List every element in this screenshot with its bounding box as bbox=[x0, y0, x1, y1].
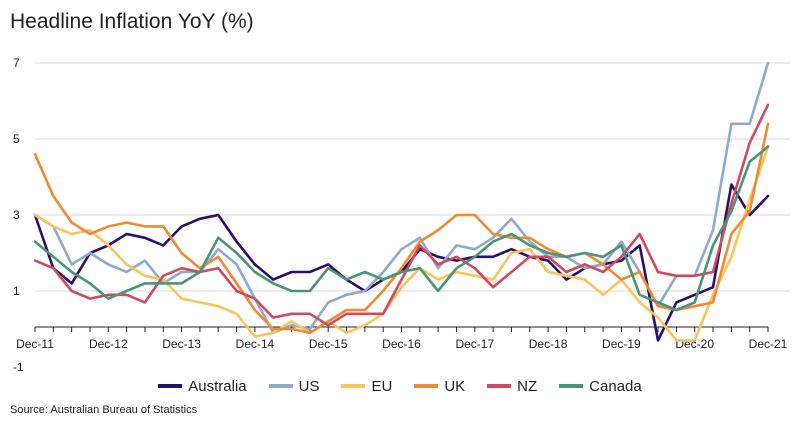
legend-label: Australia bbox=[188, 377, 247, 395]
legend-item-nz: NZ bbox=[487, 378, 537, 395]
legend-label: EU bbox=[371, 377, 393, 395]
x-tick-label: Dec-12 bbox=[89, 337, 128, 351]
x-axis: Dec-11 Dec-12 Dec-13 Dec-14 Dec-15 Dec-16 Dec-… bbox=[16, 326, 788, 351]
y-axis-tick-labels: -1 1 3 5 7 bbox=[13, 56, 24, 374]
legend-item-us: US bbox=[268, 377, 320, 395]
series-line-canada bbox=[33, 145, 770, 312]
legend-label: UK bbox=[444, 377, 466, 395]
legend-item-eu: EU bbox=[341, 378, 392, 395]
series-lines bbox=[33, 61, 770, 342]
gridlines bbox=[35, 62, 790, 292]
legend-swatch bbox=[268, 384, 293, 388]
legend-swatch bbox=[559, 384, 584, 388]
legend-item-australia: Australia bbox=[158, 377, 247, 395]
y-tick-label: 7 bbox=[13, 56, 20, 70]
chart-title: Headline Inflation YoY (%) bbox=[10, 10, 254, 33]
x-tick-label: Dec-17 bbox=[455, 337, 494, 351]
x-tick-label: Dec-16 bbox=[382, 337, 421, 351]
legend-item-uk: UK bbox=[414, 378, 465, 395]
x-tick-label: Dec-11 bbox=[16, 337, 54, 351]
y-tick-label: 3 bbox=[13, 208, 20, 222]
legend-swatch bbox=[487, 384, 512, 388]
legend: Australia US EU UK NZ Canada bbox=[0, 376, 800, 396]
x-tick-label: Dec-19 bbox=[602, 337, 641, 351]
legend-item-canada: Canada bbox=[559, 378, 642, 395]
series-line-us bbox=[33, 61, 770, 335]
legend-label: Canada bbox=[589, 377, 642, 395]
legend-swatch bbox=[158, 384, 183, 388]
y-tick-label: 1 bbox=[13, 284, 20, 298]
legend-label: US bbox=[298, 377, 320, 395]
y-tick-label: -1 bbox=[13, 360, 24, 374]
x-tick-label: Dec-18 bbox=[529, 337, 568, 351]
series-line-uk bbox=[33, 122, 770, 335]
source-note: Source: Australian Bureau of Statistics bbox=[10, 404, 198, 416]
x-tick-label: Dec-13 bbox=[162, 337, 201, 351]
legend-label: NZ bbox=[517, 377, 538, 395]
y-tick-label: 5 bbox=[13, 132, 20, 146]
legend-swatch bbox=[341, 384, 366, 388]
x-tick-label: Dec-15 bbox=[309, 337, 348, 351]
x-tick-label: Dec-14 bbox=[236, 337, 275, 351]
x-tick-label: Dec-21 bbox=[749, 337, 788, 351]
legend-swatch bbox=[414, 384, 439, 388]
series-line-eu bbox=[33, 145, 770, 342]
